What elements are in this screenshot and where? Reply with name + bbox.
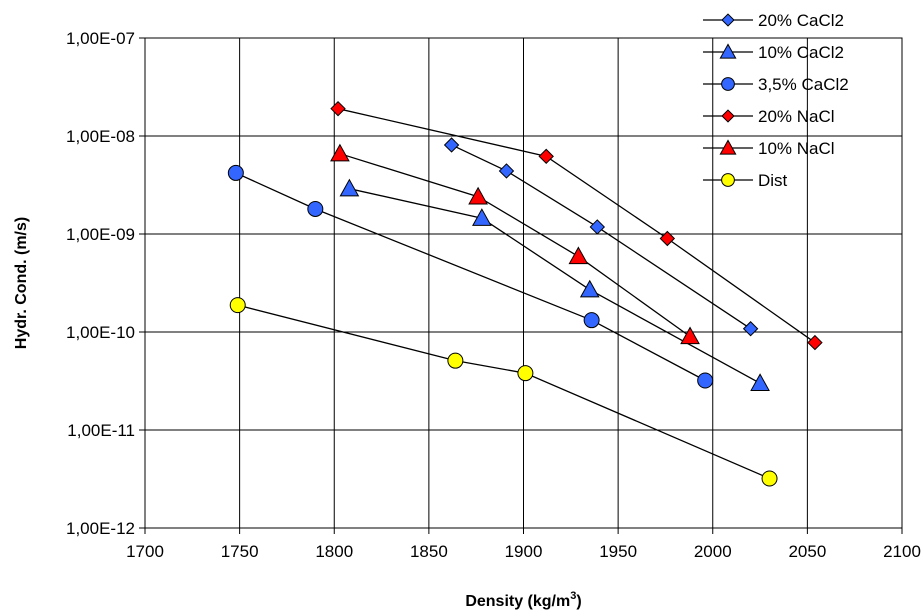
x-axis-title: Density (kg/m3) [465, 590, 581, 610]
x-tick-label: 1750 [221, 542, 259, 561]
legend-item: 10% CaCl2 [703, 43, 844, 62]
y-tick-label: 1,00E-10 [66, 323, 135, 342]
legend-item: 3,5% CaCl2 [703, 75, 849, 94]
legend: 20% CaCl2 10% CaCl2 3,5% CaCl2 20% NaCl 10% … [703, 11, 849, 190]
series-line [451, 144, 751, 330]
data-point [339, 178, 360, 197]
legend-marker [719, 139, 737, 155]
legend-marker [721, 77, 735, 91]
data-point [583, 312, 600, 329]
data-point [761, 470, 778, 487]
legend-item: 20% CaCl2 [703, 11, 844, 30]
series-4 [330, 143, 700, 345]
data-point [330, 100, 346, 117]
y-tick-label: 1,00E-09 [66, 225, 135, 244]
data-point [807, 334, 823, 351]
data-point [307, 200, 324, 217]
x-axis-title-close: ) [576, 593, 581, 610]
data-point [568, 246, 589, 265]
data-point [472, 208, 492, 226]
legend-marker [719, 43, 737, 59]
legend-item: Dist [703, 171, 788, 190]
legend-marker [721, 173, 735, 187]
legend-label: 10% NaCl [758, 139, 835, 158]
data-point [680, 326, 700, 345]
data-point [447, 352, 464, 369]
data-point [227, 164, 244, 181]
legend-label: 20% NaCl [758, 107, 835, 126]
legend-item: 10% NaCl [703, 139, 835, 158]
data-point [517, 365, 534, 382]
data-point [443, 137, 460, 153]
series-line [235, 172, 706, 382]
data-point [697, 372, 714, 389]
series-5 [229, 297, 778, 487]
series-line [339, 153, 691, 338]
data-point [468, 186, 488, 205]
series-line [237, 304, 770, 480]
x-axis-title-superscript: 3 [570, 590, 576, 602]
x-tick-label: 2000 [694, 542, 732, 561]
x-tick-label: 1800 [315, 542, 353, 561]
y-axis-ticks: 1,00E-12 1,00E-11 1,00E-10 1,00E-09 1,00E-08… [66, 29, 145, 538]
series-line [349, 188, 761, 384]
data-point [742, 321, 759, 337]
y-tick-label: 1,00E-12 [66, 519, 135, 538]
x-axis-ticks: 1700 1750 1800 1850 1900 1950 2000 2050 2100 [126, 528, 921, 561]
legend-marker [721, 109, 735, 123]
x-tick-label: 2100 [883, 542, 921, 561]
series-2 [227, 164, 714, 389]
y-axis-title: Hydr. Cond. (m/s) [13, 217, 30, 349]
legend-item: 20% NaCl [703, 107, 835, 126]
series-3 [330, 100, 823, 351]
data-point [229, 297, 246, 314]
series-line [337, 108, 816, 344]
x-axis-title-text: Density (kg/m [465, 593, 570, 610]
series-1 [339, 178, 770, 391]
data-point [498, 163, 515, 179]
legend-label: 3,5% CaCl2 [758, 75, 849, 94]
legend-label: 10% CaCl2 [758, 43, 844, 62]
series-0 [443, 137, 759, 337]
data-point [750, 373, 770, 391]
series-layer [227, 100, 823, 487]
x-tick-label: 1900 [505, 542, 543, 561]
y-tick-label: 1,00E-07 [66, 29, 135, 48]
legend-label: Dist [758, 171, 788, 190]
data-point [538, 148, 554, 165]
data-point [330, 143, 350, 162]
data-point [659, 230, 676, 247]
legend-marker [721, 13, 735, 27]
x-tick-label: 1950 [599, 542, 637, 561]
y-tick-label: 1,00E-11 [67, 421, 135, 440]
x-tick-label: 2050 [788, 542, 826, 561]
legend-label: 20% CaCl2 [758, 11, 844, 30]
x-tick-label: 1700 [126, 542, 164, 561]
gridlines [144, 37, 903, 529]
data-point [589, 219, 606, 235]
data-point [579, 279, 600, 298]
x-tick-label: 1850 [410, 542, 448, 561]
y-tick-label: 1,00E-08 [66, 127, 135, 146]
